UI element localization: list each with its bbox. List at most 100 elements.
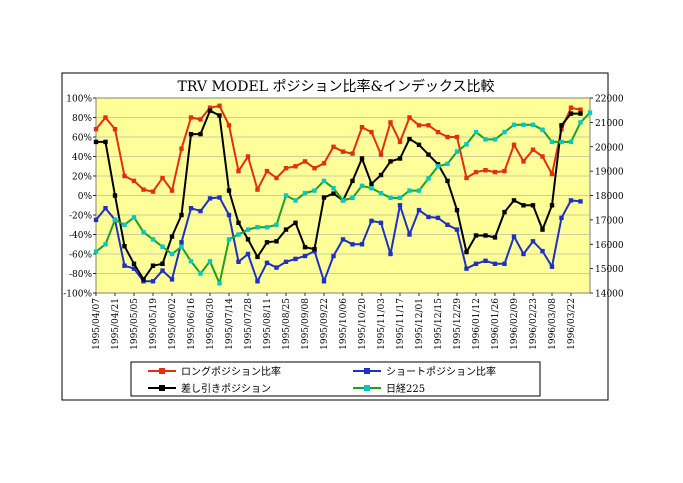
data-point xyxy=(359,242,365,247)
x-tick-label: 1995/11/03 xyxy=(377,298,387,350)
left-tick-label: 20% xyxy=(72,173,92,183)
legend-marker-short xyxy=(364,368,370,374)
x-tick-label: 1995/09/22 xyxy=(320,298,330,350)
data-point xyxy=(359,125,365,130)
data-point xyxy=(302,253,308,259)
data-point xyxy=(331,253,336,259)
data-point xyxy=(511,142,517,147)
data-point xyxy=(416,123,422,128)
data-point xyxy=(321,279,327,284)
data-point xyxy=(435,215,441,221)
data-point xyxy=(160,261,165,266)
legend-item-long: ロングポジション比率 xyxy=(148,365,281,378)
data-point xyxy=(502,261,507,266)
data-point xyxy=(388,120,393,125)
data-point xyxy=(378,172,384,178)
data-point xyxy=(264,225,270,230)
x-tick-label: 1995/06/30 xyxy=(206,298,216,350)
data-point xyxy=(217,195,222,200)
x-tick-label: 1996/02/23 xyxy=(529,298,539,350)
data-point xyxy=(236,259,241,264)
x-tick-label: 1995/11/17 xyxy=(396,298,406,350)
data-point xyxy=(112,193,118,198)
x-tick-label: 1995/12/15 xyxy=(434,298,444,350)
data-point xyxy=(93,249,99,254)
data-point xyxy=(293,198,298,203)
data-point xyxy=(578,199,583,204)
data-point xyxy=(473,261,479,266)
data-point xyxy=(502,168,507,174)
data-point xyxy=(483,233,488,238)
data-point xyxy=(502,209,507,215)
data-point xyxy=(169,277,175,282)
data-point xyxy=(321,178,327,184)
left-tick-label: -40% xyxy=(69,231,92,241)
data-point xyxy=(236,168,241,174)
data-point xyxy=(302,245,308,250)
legend-marker-net xyxy=(159,385,165,391)
data-point xyxy=(483,168,488,173)
right-tick-label: 15000 xyxy=(595,265,624,275)
data-point xyxy=(549,264,555,269)
data-point xyxy=(464,266,469,271)
data-point xyxy=(350,151,355,156)
data-point xyxy=(492,235,498,240)
legend-box xyxy=(130,361,541,397)
data-point xyxy=(236,232,241,237)
data-point xyxy=(578,120,583,125)
data-point xyxy=(122,173,127,179)
data-point xyxy=(217,113,222,118)
data-point xyxy=(454,227,460,232)
data-point xyxy=(93,217,99,223)
data-point xyxy=(236,220,241,225)
data-point xyxy=(198,271,203,276)
right-tick-label: 22000 xyxy=(595,95,624,105)
data-point xyxy=(274,175,279,181)
data-point xyxy=(464,175,469,181)
data-point xyxy=(540,248,545,254)
x-tick-label: 1995/08/25 xyxy=(282,298,292,350)
data-point xyxy=(388,159,393,164)
data-point xyxy=(131,266,137,271)
data-point xyxy=(559,139,564,145)
data-point xyxy=(131,215,137,220)
data-point xyxy=(160,268,165,273)
data-point xyxy=(521,203,526,208)
data-point xyxy=(103,242,108,247)
left-tick-label: 0% xyxy=(78,192,93,202)
x-tick-label: 1995/10/06 xyxy=(339,298,349,350)
data-point xyxy=(426,152,431,157)
data-point xyxy=(530,203,536,208)
data-point xyxy=(255,225,260,230)
data-point xyxy=(198,208,203,214)
data-point xyxy=(103,115,108,120)
left-tick-label: 40% xyxy=(72,153,92,163)
data-point xyxy=(521,122,526,127)
data-point xyxy=(397,156,403,161)
data-point xyxy=(549,203,555,208)
data-point xyxy=(454,134,460,140)
data-point xyxy=(150,189,156,194)
x-axis-ticks: 1995/04/07 1995/04/21 1995/05/05 1995/05/19… xyxy=(92,293,577,350)
data-point xyxy=(293,220,298,225)
data-point xyxy=(426,123,431,128)
data-point xyxy=(188,206,194,211)
legend-label-nikkei: 日経225 xyxy=(386,382,425,395)
data-point xyxy=(179,244,184,249)
data-point xyxy=(122,222,127,227)
data-point xyxy=(283,166,289,171)
data-point xyxy=(217,281,222,286)
data-point xyxy=(331,191,336,196)
data-point xyxy=(369,181,374,186)
data-point xyxy=(274,265,279,270)
right-tick-label: 20000 xyxy=(595,143,624,153)
data-point xyxy=(198,117,203,122)
data-point xyxy=(179,240,184,245)
data-point xyxy=(388,251,393,257)
legend-item-net: 差し引きポジション xyxy=(148,382,271,395)
data-point xyxy=(369,186,374,191)
data-point xyxy=(540,154,545,159)
data-point xyxy=(331,186,336,191)
data-point xyxy=(578,107,583,112)
